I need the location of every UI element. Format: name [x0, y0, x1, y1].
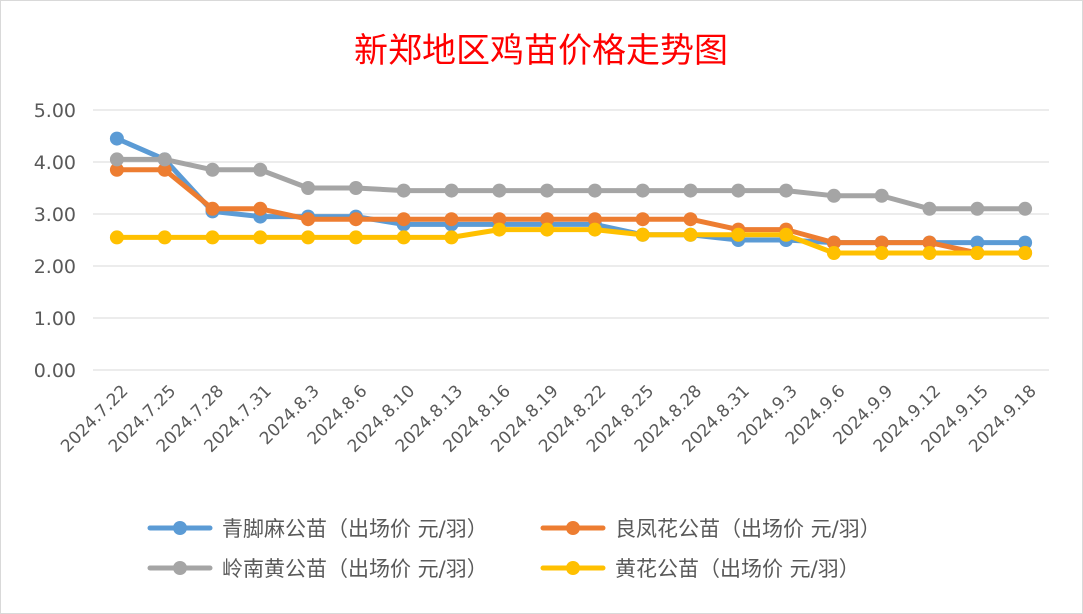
legend-marker	[173, 561, 187, 575]
data-point	[635, 227, 650, 242]
data-point	[444, 230, 459, 245]
series-group	[109, 222, 1033, 260]
data-point	[540, 183, 555, 198]
data-point	[492, 222, 507, 237]
data-point	[922, 201, 937, 216]
data-point	[205, 230, 220, 245]
data-point	[109, 131, 124, 146]
data-point	[348, 181, 363, 195]
y-tick-label: 0.00	[34, 360, 76, 382]
chart-title: 新郑地区鸡苗价格走势图	[354, 31, 728, 71]
legend-marker	[566, 561, 580, 575]
data-point	[301, 212, 316, 227]
data-point	[731, 183, 746, 198]
data-point	[874, 246, 889, 260]
data-point	[970, 201, 985, 216]
series-line	[114, 167, 1028, 256]
legend-item: 岭南黄公苗（出场价 元/羽）	[147, 557, 488, 581]
data-point	[731, 227, 746, 242]
legend-item: 黄花公苗（出场价 元/羽）	[540, 557, 860, 581]
data-point	[683, 212, 698, 227]
y-axis: 0.00 1.00 2.00 3.00 4.00 5.00	[34, 100, 76, 382]
data-point	[444, 183, 459, 198]
y-tick-label: 1.00	[34, 308, 76, 330]
data-point	[444, 212, 459, 227]
legend-item: 青脚麻公苗（出场价 元/羽）	[147, 517, 488, 541]
data-point	[779, 183, 794, 198]
data-point	[109, 162, 124, 177]
data-point	[970, 235, 985, 250]
data-point	[826, 235, 841, 250]
data-point	[396, 183, 411, 198]
legend-label: 青脚麻公苗（出场价 元/羽）	[222, 517, 488, 541]
series-group	[109, 152, 1033, 216]
data-point	[970, 246, 985, 260]
data-point	[587, 222, 602, 237]
data-point	[922, 235, 937, 250]
data-point	[205, 201, 220, 216]
data-point	[157, 152, 172, 167]
data-point	[396, 212, 411, 227]
series-line	[114, 156, 1028, 212]
data-point	[683, 227, 698, 242]
y-tick-label: 2.00	[34, 256, 76, 278]
data-point	[157, 162, 172, 177]
data-point	[683, 183, 698, 198]
data-point	[779, 227, 794, 242]
legend-label: 良凤花公苗（出场价 元/羽）	[615, 517, 881, 541]
legend-marker	[173, 521, 187, 535]
data-point	[109, 152, 124, 167]
data-point	[253, 201, 268, 216]
data-point	[587, 183, 602, 198]
data-point	[874, 235, 889, 250]
legend-item: 良凤花公苗（出场价 元/羽）	[540, 517, 881, 541]
data-point	[301, 230, 316, 245]
data-point	[826, 188, 841, 203]
data-point	[1018, 235, 1033, 250]
data-point	[301, 181, 316, 195]
data-point	[157, 230, 172, 245]
legend-label: 黄花公苗（出场价 元/羽）	[615, 557, 860, 581]
data-point	[540, 212, 555, 227]
data-point	[348, 212, 363, 227]
data-point	[396, 230, 411, 245]
data-point	[587, 212, 602, 227]
data-point	[109, 230, 124, 245]
data-point	[922, 246, 937, 260]
data-point	[1018, 201, 1033, 216]
data-point	[492, 183, 507, 198]
legend-label: 岭南黄公苗（出场价 元/羽）	[222, 557, 488, 581]
data-point	[635, 212, 650, 227]
data-point	[492, 212, 507, 227]
data-point	[253, 230, 268, 245]
data-point	[1018, 246, 1033, 260]
data-point	[348, 230, 363, 245]
data-point	[253, 162, 268, 177]
data-point	[635, 183, 650, 198]
y-tick-label: 4.00	[34, 152, 76, 174]
data-point	[826, 246, 841, 260]
y-tick-label: 3.00	[34, 204, 76, 226]
series-line	[114, 227, 1028, 256]
data-point	[540, 222, 555, 237]
data-point	[205, 162, 220, 177]
legend-marker	[566, 521, 580, 535]
data-point	[874, 188, 889, 203]
legend: 青脚麻公苗（出场价 元/羽） 良凤花公苗（出场价 元/羽） 岭南黄公苗（出场价 元/…	[147, 517, 881, 581]
y-tick-label: 5.00	[34, 100, 76, 122]
series-lines	[109, 131, 1033, 260]
